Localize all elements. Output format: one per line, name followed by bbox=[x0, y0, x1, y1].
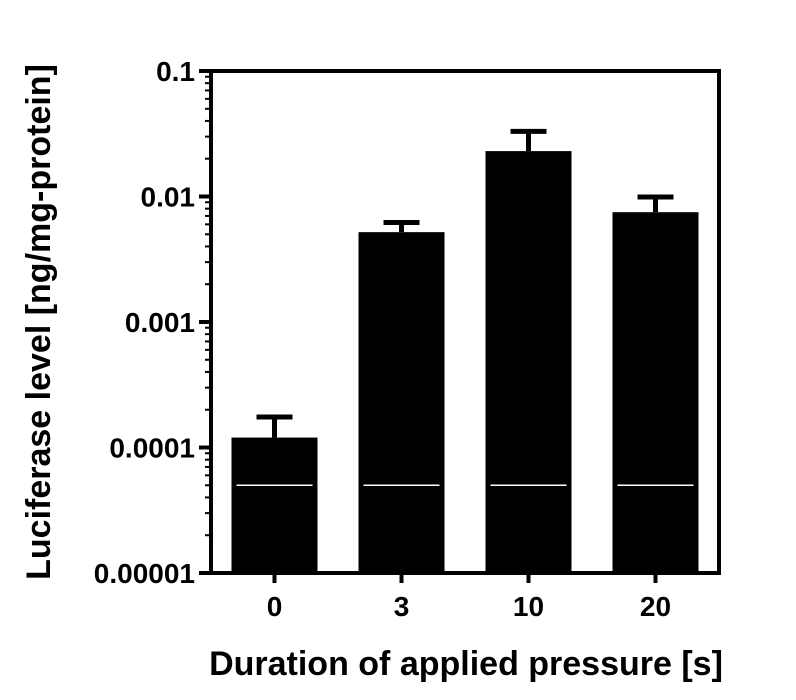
x-tick-label: 0 bbox=[267, 591, 283, 622]
x-ticks-layer: 0 3 10 20 bbox=[267, 573, 671, 622]
y-tick-label: 0.1 bbox=[156, 56, 195, 87]
x-tick-label: 20 bbox=[640, 591, 671, 622]
y-tick-label: 0.00001 bbox=[94, 558, 195, 589]
bar bbox=[485, 151, 572, 573]
x-tick-label: 10 bbox=[513, 591, 544, 622]
x-tick-label: 3 bbox=[394, 591, 410, 622]
error-bars-layer bbox=[256, 128, 674, 438]
y-tick-label: 0.001 bbox=[125, 307, 195, 338]
y-tick-label: 0.01 bbox=[141, 182, 196, 213]
y-axis-title: Luciferase level [ng/mg-protein] bbox=[20, 64, 58, 580]
bar bbox=[231, 437, 318, 573]
x-axis-title: Duration of applied pressure [s] bbox=[209, 645, 723, 683]
y-tick-label: 0.0001 bbox=[109, 433, 195, 464]
bar bbox=[358, 232, 445, 573]
bar bbox=[612, 212, 699, 573]
bars-layer bbox=[231, 151, 699, 573]
y-ticks-layer: 0.00001 0.0001 0.001 0.01 0.1 bbox=[94, 56, 211, 589]
